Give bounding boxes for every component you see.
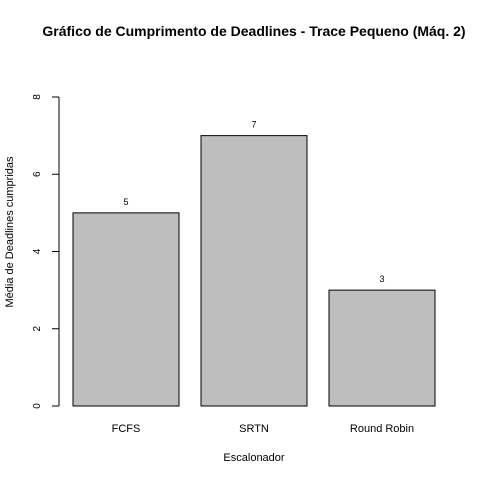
data-label: 7 bbox=[251, 120, 256, 130]
bar bbox=[200, 135, 308, 407]
plot-area: 0 2 4 6 8 5 FCFS 7 SRTN 3 Round Robin bbox=[32, 94, 436, 435]
data-label: 3 bbox=[379, 274, 384, 284]
x-axis-label: Escalonador bbox=[223, 452, 284, 464]
bar bbox=[72, 212, 180, 407]
y-tick-label: 0 bbox=[32, 403, 43, 409]
data-label: 5 bbox=[123, 197, 128, 207]
bar bbox=[328, 289, 436, 407]
y-tick-label: 4 bbox=[32, 248, 43, 254]
category-label: FCFS bbox=[112, 423, 141, 435]
y-axis-label: Média de Deadlines cumpridas bbox=[4, 156, 16, 308]
y-tick-label: 6 bbox=[32, 171, 43, 177]
category-label: Round Robin bbox=[350, 423, 414, 435]
category-label: SRTN bbox=[239, 423, 269, 435]
chart-title: Gráfico de Cumprimento de Deadlines - Tr… bbox=[42, 23, 465, 39]
y-tick-label: 8 bbox=[32, 94, 43, 100]
y-tick-label: 2 bbox=[32, 326, 43, 332]
